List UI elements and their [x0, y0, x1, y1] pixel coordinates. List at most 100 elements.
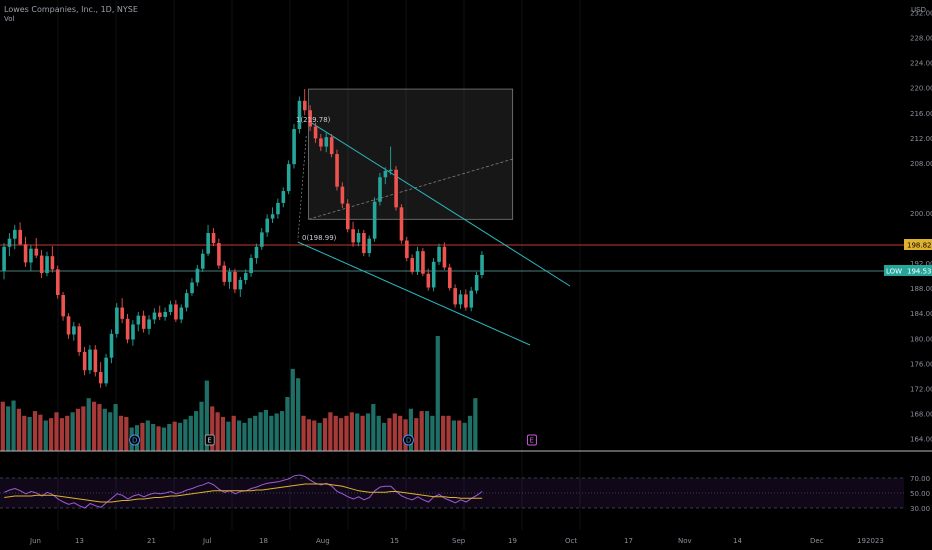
candle-body: [313, 126, 318, 139]
volume-bar: [349, 412, 354, 451]
volume-bar: [97, 404, 102, 451]
candle-body: [227, 271, 232, 282]
volume-bar: [296, 378, 301, 451]
volume-bar: [156, 426, 161, 451]
low-name-tag: [884, 265, 904, 276]
candle-body: [109, 333, 114, 358]
volume-bar: [6, 406, 11, 451]
x-axis-label: 18: [259, 537, 268, 545]
resistance-price-label: 198.82: [907, 242, 932, 250]
volume-bar: [462, 422, 467, 451]
dividend-marker-label: D: [132, 437, 137, 445]
earnings-marker-label: E: [530, 437, 534, 445]
candle-body: [388, 169, 393, 172]
volume-bar: [16, 408, 22, 451]
volume-bar: [430, 415, 435, 451]
channel-lower-line: [297, 241, 531, 346]
x-axis-label: 14: [733, 537, 742, 545]
x-axis-label: Nov: [678, 537, 692, 545]
volume-bar: [226, 421, 231, 451]
candle-body: [335, 154, 339, 187]
volume-bar: [91, 401, 97, 451]
earnings-marker-label: E: [207, 437, 211, 445]
candle-body: [421, 251, 425, 274]
candle-body: [448, 267, 452, 289]
candle-body: [329, 137, 334, 155]
volume-bar: [54, 412, 59, 451]
pivot-low-label: 0(198.99): [302, 234, 337, 242]
volume-bar: [167, 424, 172, 451]
price-tick-label: 220.00: [910, 85, 932, 93]
volume-bar: [360, 415, 365, 451]
rsi-tick-label: 50.00: [910, 490, 930, 498]
resistance-price-tag: [904, 239, 932, 250]
volume-bar: [376, 415, 381, 451]
volume-bar: [124, 416, 129, 451]
x-axis-label: 17: [624, 537, 633, 545]
rsi-tick-label: 30.00: [910, 505, 930, 513]
price-tick-label: 176.00: [910, 360, 932, 368]
candle-body: [243, 273, 248, 280]
x-axis-label: Oct: [565, 537, 577, 545]
volume-bar: [118, 415, 124, 451]
last-price-tag: [904, 265, 932, 276]
candle-body: [453, 288, 457, 305]
candle-body: [394, 169, 398, 208]
candle-body: [23, 244, 28, 263]
x-axis-label: Sep: [452, 537, 466, 545]
price-tick-label: 164.00: [910, 435, 932, 443]
candle-body: [399, 207, 404, 241]
price-tick-label: 192.00: [910, 260, 932, 268]
volume-bar: [274, 413, 279, 451]
volume-bar: [387, 418, 392, 451]
volume-bar: [86, 398, 91, 451]
candle-body: [474, 274, 479, 291]
candle-body: [141, 315, 146, 329]
volume-bar: [199, 401, 204, 451]
candle-body: [308, 110, 312, 127]
volume-bar: [419, 411, 424, 451]
candle-body: [431, 261, 436, 288]
volume-legend: Vol: [4, 15, 15, 23]
volume-bar: [11, 400, 16, 451]
candle-body: [480, 254, 484, 275]
candle-body: [292, 129, 296, 165]
candle-body: [29, 248, 33, 263]
volume-bar: [398, 415, 403, 451]
volume-bar: [424, 411, 430, 451]
candle-body: [152, 312, 157, 320]
dividend-marker-label: D: [406, 437, 411, 445]
candle-body: [120, 307, 125, 319]
volume-bar: [392, 413, 397, 451]
pivot-high-label: 1(219.78): [296, 116, 331, 124]
volume-bar: [220, 416, 226, 451]
candle-body: [50, 256, 55, 270]
candle-body: [115, 307, 119, 334]
volume-bar: [151, 424, 156, 451]
candle-body: [442, 246, 447, 268]
candle-body: [56, 269, 60, 296]
candle-body: [136, 315, 141, 325]
volume-bar: [441, 415, 446, 451]
price-tick-label: 216.00: [910, 110, 932, 118]
volume-bar: [457, 420, 462, 451]
last-price-label: 194.53: [907, 268, 932, 276]
volume-bar: [43, 420, 48, 451]
volume-bar: [108, 412, 113, 451]
volume-bar: [365, 413, 371, 451]
candle-body: [200, 253, 205, 269]
x-axis-label: Aug: [316, 537, 330, 545]
volume-bar: [49, 418, 54, 451]
candle-body: [297, 100, 302, 130]
volume-bar: [467, 415, 473, 451]
candle-body: [82, 352, 87, 371]
price-tick-label: 224.00: [910, 60, 932, 68]
volume-bar: [65, 415, 70, 451]
volume-bar: [290, 368, 295, 451]
volume-bar: [408, 408, 414, 451]
volume-bar: [22, 415, 27, 451]
dividend-marker: [402, 434, 414, 446]
price-tick-label: 200.00: [910, 210, 932, 218]
candle-body: [324, 137, 329, 147]
